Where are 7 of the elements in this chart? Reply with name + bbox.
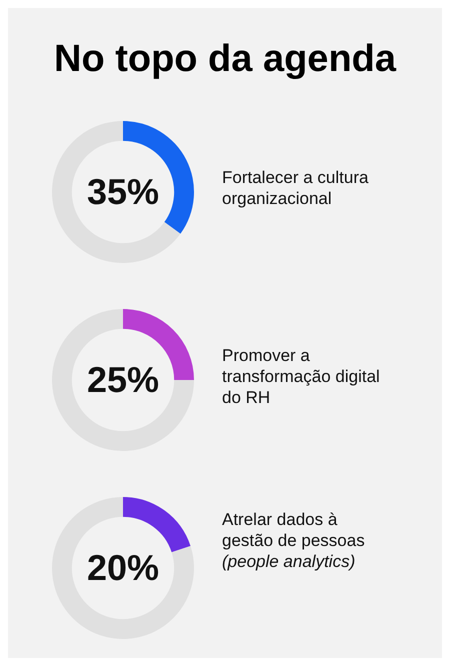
data-label: 35% bbox=[86, 170, 160, 212]
data-label: 25% bbox=[86, 358, 160, 400]
chart-title: No topo da agenda bbox=[53, 37, 398, 82]
data-label: 20% bbox=[86, 546, 160, 588]
slice-label: Fortalecer a cultura organizacional bbox=[222, 168, 368, 208]
slice-label: Promover a transformação digital do RH bbox=[222, 346, 380, 406]
slice-label: Atrelar dados à gestão de pessoas (people analytics) bbox=[222, 510, 365, 570]
